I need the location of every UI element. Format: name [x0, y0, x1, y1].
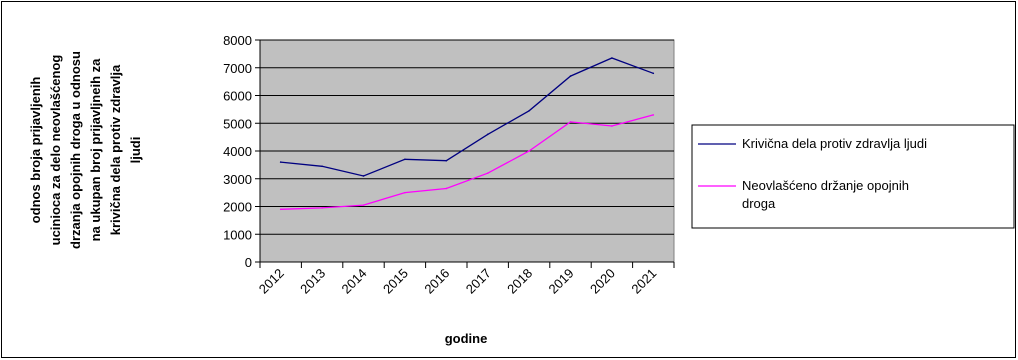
data-point — [445, 159, 448, 162]
y-axis-title-line: ljudi — [128, 137, 143, 164]
x-tick-label: 2021 — [628, 266, 659, 297]
y-axis-title-line: na ukupan broj prijavljneih za — [88, 58, 103, 242]
legend-box — [691, 124, 1015, 229]
y-axis-title-line: odnos broja prijavljenih — [28, 77, 43, 224]
y-tick-label: 7000 — [223, 61, 252, 76]
legend-entry-2: droga — [742, 196, 776, 211]
y-tick-label: 5000 — [223, 116, 252, 131]
legend: Krivična dela protiv zdravlja ljudi Neovl… — [691, 124, 1015, 229]
data-point — [569, 75, 572, 77]
y-tick-label: 6000 — [223, 89, 252, 104]
y-axis-title: odnos broja prijavljenih ucinioca za delo… — [28, 51, 143, 249]
y-tick-label: 8000 — [223, 33, 252, 48]
data-point — [321, 165, 323, 168]
x-tick-label: 2020 — [587, 266, 618, 297]
y-tick-label: 3000 — [223, 172, 252, 187]
series-line-1 — [280, 57, 654, 177]
data-point — [486, 133, 489, 136]
data-point — [528, 150, 530, 152]
y-tick-label: 2000 — [223, 200, 252, 215]
data-point — [362, 204, 365, 206]
x-tick-label: 2014 — [339, 266, 370, 297]
data-point — [404, 158, 406, 161]
data-point — [321, 207, 323, 209]
legend-entry-1: Krivična dela protiv zdravlja ljudi — [742, 136, 927, 151]
y-tick-label: 1000 — [223, 227, 252, 242]
data-point — [569, 121, 572, 123]
x-tick-label: 2019 — [546, 266, 577, 297]
y-axis-title-line: krivična dela protiv zdravlja — [108, 64, 123, 235]
y-axis: 0 1000 2000 3000 4000 5000 6000 7000 8000 — [223, 33, 261, 270]
data-point — [362, 175, 365, 177]
x-tick-label: 2016 — [421, 266, 452, 297]
x-tick-label: 2018 — [504, 266, 535, 297]
data-point — [486, 172, 489, 174]
data-point — [611, 57, 613, 59]
series-lines — [279, 57, 655, 211]
series-line-2 — [280, 114, 654, 210]
x-axis: 2012 2013 2014 2015 2016 2017 2018 2019 2020 2021 — [256, 261, 675, 297]
y-tick-label: 4000 — [223, 144, 252, 159]
y-tick-label: 0 — [245, 255, 252, 270]
data-point — [611, 125, 613, 127]
x-tick-label: 2013 — [297, 266, 328, 297]
data-point — [404, 191, 406, 194]
x-tick-label: 2015 — [380, 266, 411, 297]
x-tick-label: 2017 — [463, 266, 494, 297]
data-point — [279, 208, 282, 211]
x-axis-title: godine — [445, 331, 488, 346]
y-axis-title-line: ucinioca za delo neovlašćenog — [48, 55, 63, 246]
legend-entry-2: Neovlašćeno držanje opojnih — [742, 178, 909, 193]
data-point — [528, 109, 530, 112]
data-point — [445, 187, 448, 190]
data-point — [652, 114, 655, 116]
gridlines — [260, 39, 674, 235]
y-axis-title-line: drzanja opojnih droga u odnosu — [68, 51, 83, 249]
x-tick-label: 2012 — [256, 266, 287, 297]
data-point — [279, 161, 282, 163]
data-point — [652, 72, 655, 75]
